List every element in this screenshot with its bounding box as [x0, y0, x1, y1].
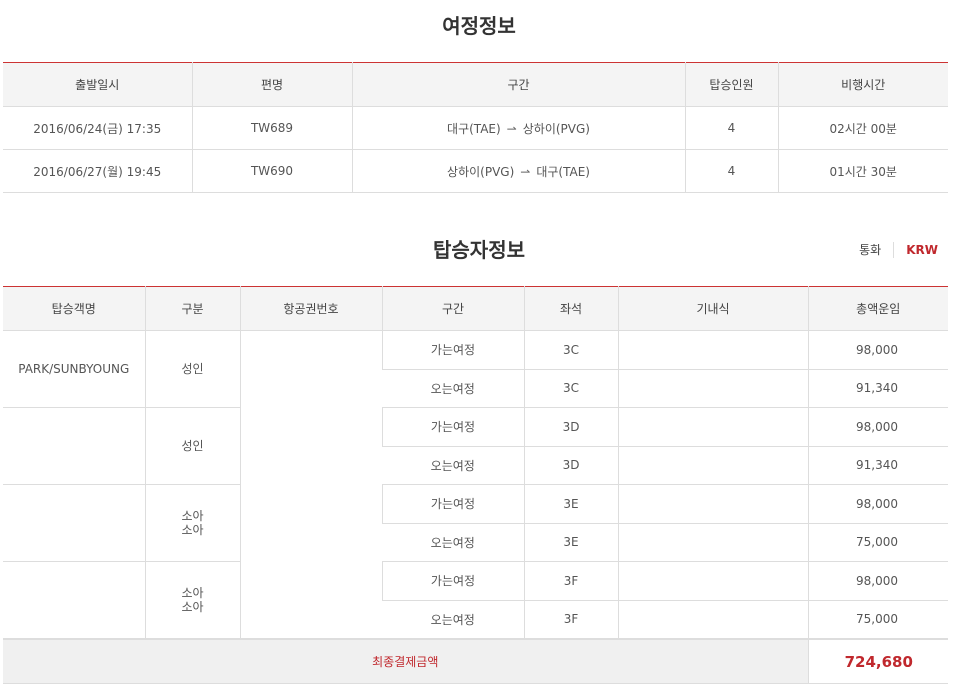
meal — [617, 561, 808, 601]
meal — [617, 369, 808, 408]
segment: 오는여정 — [382, 523, 524, 562]
route-from: 상하이(PVG) — [447, 164, 515, 179]
col-header: 편명 — [191, 62, 352, 107]
table-row: 성인 가는여정 3D 98,000 — [3, 407, 948, 485]
table-row: 오는여정 3C 91,340 — [3, 369, 948, 408]
seat: 3D — [523, 446, 618, 485]
flight-number: TW690 — [191, 149, 352, 193]
flight-duration: 02시간 00분 — [777, 106, 948, 150]
passenger-name — [3, 484, 145, 562]
passenger-count: 4 — [684, 149, 778, 193]
arrow-right-icon: ⇀ — [520, 164, 531, 179]
segment: 오는여정 — [382, 446, 524, 485]
passenger-type: 성인 — [144, 407, 240, 485]
departure-datetime: 2016/06/27(월) 19:45 — [3, 149, 192, 193]
seat: 3C — [523, 330, 618, 370]
table-row: 소아 소아 가는여정 3F 98,000 — [3, 561, 948, 640]
col-header: 탑승인원 — [684, 62, 778, 107]
seat: 3F — [523, 600, 618, 640]
fare: 98,000 — [807, 407, 948, 447]
meal — [617, 446, 808, 485]
segment: 오는여정 — [382, 600, 524, 640]
seat: 3C — [523, 369, 618, 408]
fare: 98,000 — [807, 561, 948, 601]
passenger-count: 4 — [684, 106, 778, 150]
table-row: 소아 소아 가는여정 3E 98,000 — [3, 484, 948, 562]
col-header: 탑승객명 — [3, 286, 145, 331]
flight-number: TW689 — [191, 106, 352, 150]
fare: 91,340 — [807, 446, 948, 485]
meal — [617, 407, 808, 447]
table-row: 오는여정 3F 75,000 — [3, 600, 948, 640]
col-header: 좌석 — [523, 286, 618, 331]
currency-label: 통화 — [859, 243, 882, 257]
col-header: 구간 — [351, 62, 685, 107]
currency-value: KRW — [906, 242, 938, 257]
seat: 3E — [523, 484, 618, 524]
col-header: 출발일시 — [3, 62, 192, 107]
route-from: 대구(TAE) — [447, 121, 501, 136]
meal — [617, 600, 808, 640]
meal — [617, 523, 808, 562]
col-header: 기내식 — [617, 286, 808, 331]
segment: 가는여정 — [381, 407, 524, 447]
currency-indicator: 통화 KRW — [859, 241, 938, 258]
seat: 3D — [523, 407, 618, 447]
fare: 75,000 — [807, 523, 948, 562]
meal — [617, 484, 808, 524]
route-to: 대구(TAE) — [536, 164, 590, 179]
total-row: 최종결제금액 724,680 — [3, 638, 948, 684]
table-row: 오는여정 3E 75,000 — [3, 523, 948, 562]
passenger-type: 소아 소아 — [144, 484, 240, 562]
table-row: PARK/SUNBYOUNG 성인 가는여정 3C 98,000 — [3, 330, 948, 640]
segment: 가는여정 — [381, 484, 524, 524]
seat: 3F — [523, 561, 618, 601]
fare: 98,000 — [807, 484, 948, 524]
total-label: 최종결제금액 — [3, 638, 808, 684]
itinerary-title: 여정정보 — [442, 14, 516, 38]
fare: 98,000 — [807, 330, 948, 370]
route: 대구(TAE) ⇀ 상하이(PVG) — [351, 106, 685, 150]
passenger-type: 소아 소아 — [144, 561, 240, 640]
passenger-table: 탑승객명 구분 항공권번호 구간 좌석 기내식 총액운임 PARK/SUNBYO… — [3, 286, 948, 684]
arrow-right-icon: ⇀ — [506, 121, 517, 136]
passenger-name: PARK/SUNBYOUNG — [3, 330, 145, 408]
table-row: 오는여정 3D 91,340 — [3, 446, 948, 485]
passenger-type: 성인 — [144, 330, 240, 408]
itinerary-table: 출발일시 편명 구간 탑승인원 비행시간 2016/06/24(금) 17:35… — [3, 62, 948, 193]
flight-duration: 01시간 30분 — [777, 149, 948, 193]
col-header: 항공권번호 — [239, 286, 382, 331]
fare: 91,340 — [807, 369, 948, 408]
passenger-title: 탑승자정보 — [433, 238, 525, 262]
passenger-name — [3, 407, 145, 485]
segment: 가는여정 — [381, 561, 524, 601]
col-header: 비행시간 — [777, 62, 948, 107]
meal — [617, 330, 808, 370]
divider — [893, 241, 895, 258]
total-value: 724,680 — [807, 638, 948, 684]
seat: 3E — [523, 523, 618, 562]
route-to: 상하이(PVG) — [522, 121, 590, 136]
col-header: 총액운임 — [807, 286, 948, 331]
fare: 75,000 — [807, 600, 948, 640]
table-row: 2016/06/27(월) 19:45 TW690 상하이(PVG) ⇀ 대구(TAE)… — [3, 149, 948, 193]
segment: 오는여정 — [382, 369, 524, 408]
col-header: 구분 — [144, 286, 240, 331]
departure-datetime: 2016/06/24(금) 17:35 — [3, 106, 192, 150]
table-row: 2016/06/24(금) 17:35 TW689 대구(TAE) ⇀ 상하이(PVG)… — [3, 106, 948, 150]
route: 상하이(PVG) ⇀ 대구(TAE) — [351, 149, 685, 193]
passenger-name — [3, 562, 145, 640]
col-header: 구간 — [381, 286, 524, 331]
segment: 가는여정 — [381, 330, 524, 370]
ticket-number — [239, 330, 382, 640]
